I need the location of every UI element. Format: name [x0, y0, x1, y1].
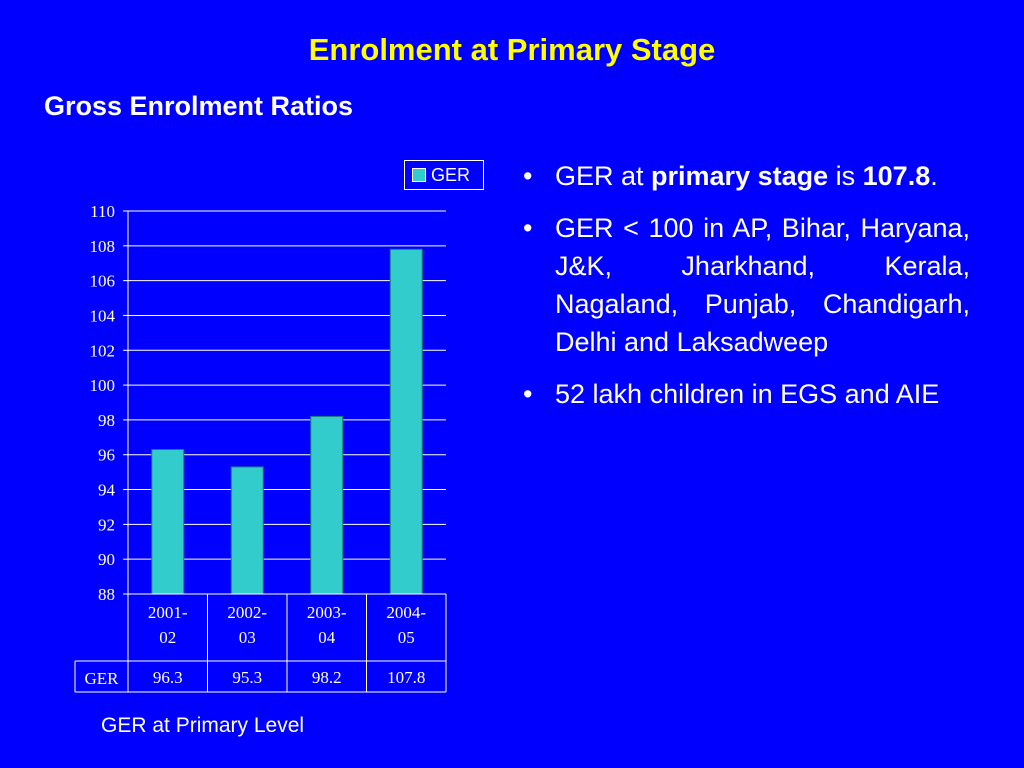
y-tick-label: 92: [98, 515, 115, 534]
y-tick-label: 110: [90, 202, 115, 221]
bullet-text: GER < 100 in AP, Bihar, Haryana, J&K, Jh…: [555, 213, 970, 357]
x-category-label: 2004-: [386, 603, 426, 622]
bullet-text: GER at: [555, 161, 652, 191]
x-category-label: 2003-: [307, 603, 347, 622]
y-tick-labels: 88 90 92 94 96 98 100 102 104 106 108 110: [90, 202, 116, 604]
bullet-item: GER < 100 in AP, Bihar, Haryana, J&K, Jh…: [520, 209, 970, 361]
bullet-text: .: [930, 161, 938, 191]
legend-label: GER: [431, 164, 471, 185]
table-value: 107.8: [387, 668, 425, 687]
table-row-label: GER: [85, 669, 120, 688]
x-category-label: 02: [159, 628, 176, 647]
bullet-list: GER at primary stage is 107.8. GER < 100…: [520, 157, 970, 427]
y-tick-label: 108: [90, 237, 116, 256]
bar: [310, 415, 344, 595]
slide-title: Enrolment at Primary Stage: [308, 32, 716, 67]
y-tick-label: 94: [98, 481, 116, 500]
y-tick-label: 106: [90, 272, 116, 291]
slide-subtitle: Gross Enrolment Ratios: [44, 91, 354, 121]
bar: [389, 248, 423, 595]
x-category-label: 2001-: [148, 603, 188, 622]
bullet-emphasis: primary stage: [651, 161, 829, 191]
table-value: 96.3: [153, 668, 183, 687]
bar: [151, 449, 185, 595]
axes: [123, 210, 129, 595]
bullet-item: GER at primary stage is 107.8.: [520, 157, 970, 195]
y-tick-label: 96: [98, 446, 115, 465]
x-category-label: 04: [318, 628, 336, 647]
y-tick-label: 88: [98, 585, 115, 604]
table-value: 98.2: [312, 668, 342, 687]
chart-caption: GER at Primary Level: [101, 714, 305, 737]
bar: [230, 466, 264, 595]
y-tick-label: 90: [98, 550, 115, 569]
data-table: 2001- 02 96.3 2002- 03 95.3 2003- 04 98.2 2004- 05…: [74, 593, 447, 693]
chart-legend: GER: [404, 160, 484, 190]
y-tick-label: 102: [90, 341, 116, 360]
bullet-text: is: [828, 161, 863, 191]
legend-swatch: [412, 168, 426, 182]
y-tick-label: 98: [98, 411, 115, 430]
bullet-text: 52 lakh children in EGS and AIE: [555, 379, 940, 409]
bullet-item: 52 lakh children in EGS and AIE: [520, 375, 970, 413]
table-value: 95.3: [232, 668, 262, 687]
x-category-label: 2002-: [227, 603, 267, 622]
bars: [151, 248, 423, 595]
x-category-label: 05: [398, 628, 415, 647]
x-category-label: 03: [239, 628, 256, 647]
y-tick-label: 100: [90, 376, 116, 395]
y-tick-label: 104: [90, 306, 116, 325]
bullet-value: 107.8: [862, 161, 931, 191]
